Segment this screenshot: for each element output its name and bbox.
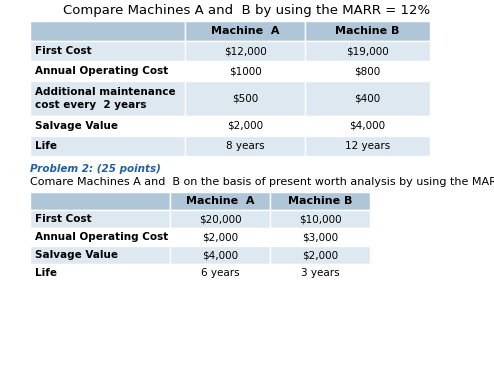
Bar	[270, 228, 370, 246]
Text: 3 years: 3 years	[301, 268, 339, 278]
Text: Salvage Value: Salvage Value	[35, 250, 118, 260]
Bar	[305, 81, 430, 116]
Bar	[30, 210, 170, 228]
Text: Machine  A: Machine A	[211, 26, 279, 36]
Text: Additional maintenance
cost every  2 years: Additional maintenance cost every 2 year…	[35, 87, 176, 110]
Bar	[305, 61, 430, 81]
Text: Life: Life	[35, 268, 57, 278]
Bar	[170, 210, 270, 228]
Text: $10,000: $10,000	[299, 214, 341, 224]
Text: $500: $500	[232, 94, 258, 103]
Text: First Cost: First Cost	[35, 46, 91, 56]
Bar	[270, 264, 370, 282]
Bar	[185, 116, 305, 136]
Text: $4,000: $4,000	[349, 121, 385, 131]
Bar	[185, 81, 305, 116]
Bar	[185, 21, 305, 41]
Text: Life: Life	[35, 141, 57, 151]
Bar	[30, 264, 170, 282]
Bar	[270, 246, 370, 264]
Bar	[30, 21, 185, 41]
Text: 6 years: 6 years	[201, 268, 239, 278]
Bar	[270, 192, 370, 210]
Bar	[30, 81, 185, 116]
Text: $2,000: $2,000	[227, 121, 263, 131]
Bar	[30, 192, 170, 210]
Bar	[185, 136, 305, 156]
Bar	[30, 136, 185, 156]
Bar	[30, 41, 185, 61]
Text: $19,000: $19,000	[346, 46, 389, 56]
Text: $2,000: $2,000	[302, 250, 338, 260]
Text: Machine B: Machine B	[335, 26, 400, 36]
Text: 8 years: 8 years	[226, 141, 264, 151]
Text: $2,000: $2,000	[202, 232, 238, 242]
Text: First Cost: First Cost	[35, 214, 91, 224]
Text: $3,000: $3,000	[302, 232, 338, 242]
Text: Machine B: Machine B	[288, 196, 352, 206]
Text: $1000: $1000	[229, 66, 261, 76]
Text: Annual Operating Cost: Annual Operating Cost	[35, 66, 168, 76]
Bar	[305, 136, 430, 156]
Bar	[305, 21, 430, 41]
Text: $4,000: $4,000	[202, 250, 238, 260]
Bar	[305, 41, 430, 61]
Bar	[270, 210, 370, 228]
Text: Salvage Value: Salvage Value	[35, 121, 118, 131]
Bar	[305, 116, 430, 136]
Bar	[185, 61, 305, 81]
Text: Problem 2: (25 points): Problem 2: (25 points)	[30, 164, 161, 174]
Bar	[30, 61, 185, 81]
Text: Comare Machines A and  B on the basis of present worth analysis by using the MAR: Comare Machines A and B on the basis of …	[30, 177, 494, 187]
Bar	[185, 41, 305, 61]
Text: $12,000: $12,000	[224, 46, 266, 56]
Text: 12 years: 12 years	[345, 141, 390, 151]
Bar	[170, 246, 270, 264]
Text: $20,000: $20,000	[199, 214, 241, 224]
Bar	[170, 228, 270, 246]
Text: Compare Machines A and  B by using the MARR = 12%: Compare Machines A and B by using the MA…	[63, 4, 431, 17]
Text: $800: $800	[354, 66, 380, 76]
Text: Machine  A: Machine A	[186, 196, 254, 206]
Bar	[30, 246, 170, 264]
Bar	[170, 264, 270, 282]
Text: $400: $400	[354, 94, 380, 103]
Bar	[170, 192, 270, 210]
Bar	[30, 116, 185, 136]
Text: Annual Operating Cost: Annual Operating Cost	[35, 232, 168, 242]
Bar	[30, 228, 170, 246]
